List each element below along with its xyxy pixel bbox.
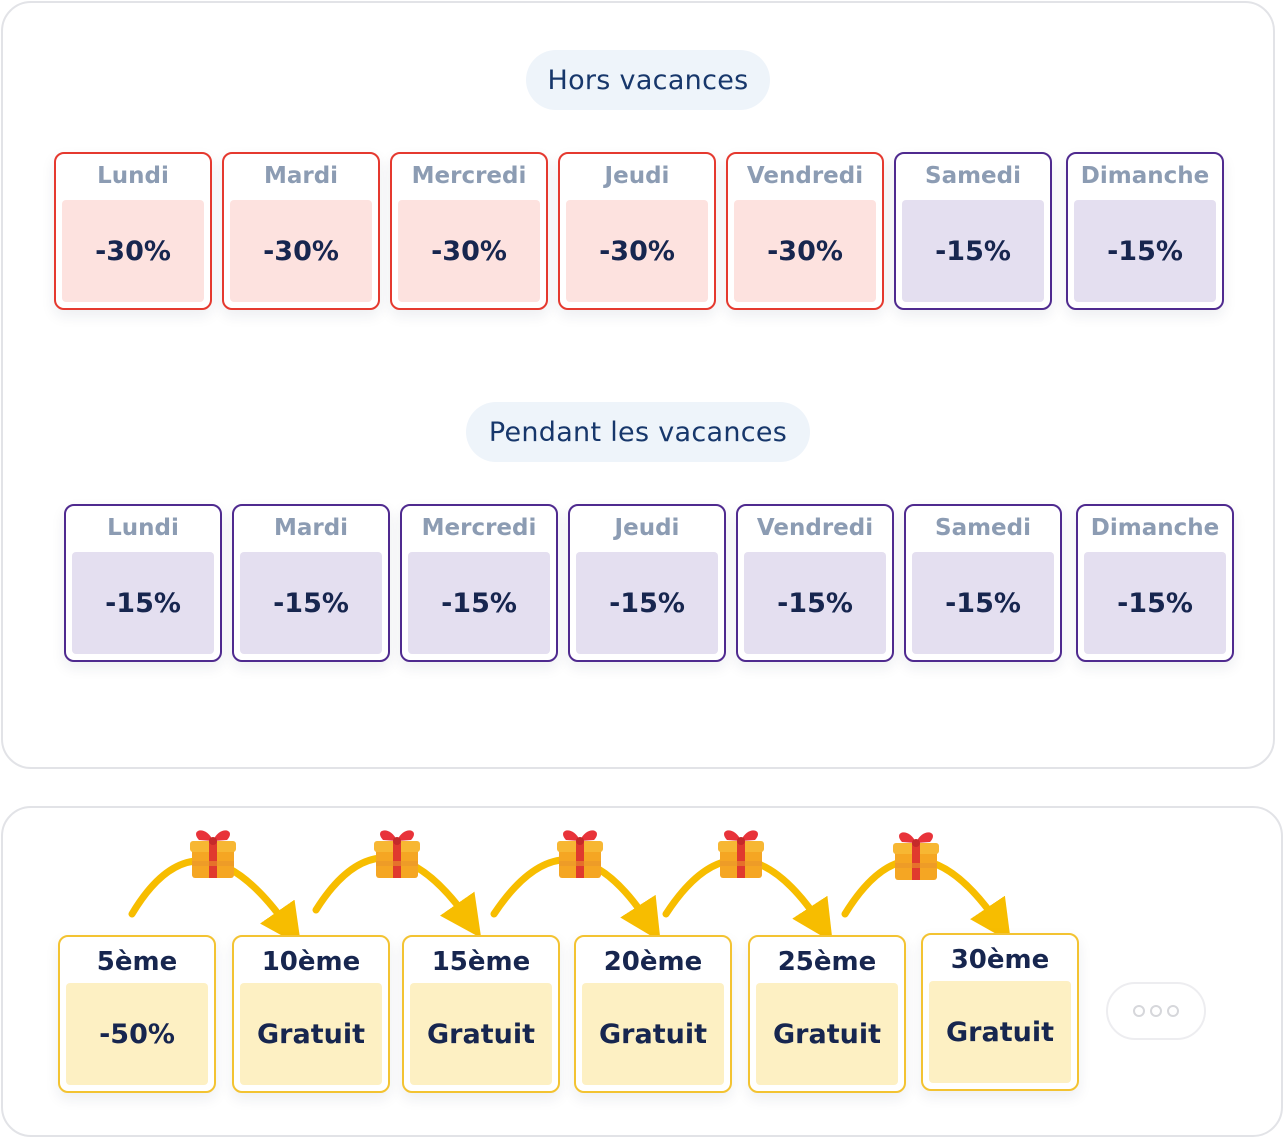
loyalty-step-20: 20ème Gratuit [574, 935, 732, 1093]
loyalty-step-30: 30ème Gratuit [921, 933, 1079, 1091]
step-reward: Gratuit [929, 981, 1071, 1083]
day-card-dimanche: Dimanche -15% [1066, 152, 1224, 310]
step-label: 30ème [950, 945, 1050, 975]
day-name: Dimanche [1080, 163, 1210, 189]
gift-icon [557, 830, 603, 878]
step-label: 15ème [431, 947, 531, 977]
day-card-samedi: Samedi -15% [904, 504, 1062, 662]
gift-icon [374, 830, 420, 878]
gift-icon [893, 832, 939, 880]
step-label: 20ème [603, 947, 703, 977]
loyalty-step-15: 15ème Gratuit [402, 935, 560, 1093]
holidays-title: Pendant les vacances [466, 402, 810, 462]
day-card-jeudi: Jeudi -30% [558, 152, 716, 310]
more-button[interactable] [1106, 982, 1206, 1040]
off-season-title: Hors vacances [526, 50, 770, 110]
day-name: Jeudi [604, 163, 670, 189]
day-name: Lundi [97, 163, 169, 189]
day-card-mardi: Mardi -30% [222, 152, 380, 310]
day-card-dimanche: Dimanche -15% [1076, 504, 1234, 662]
step-label: 10ème [261, 947, 361, 977]
day-discount: -30% [62, 200, 204, 302]
loyalty-step-25: 25ème Gratuit [748, 935, 906, 1093]
more-dots-icon [1167, 1005, 1179, 1017]
day-name: Lundi [107, 515, 179, 541]
day-discount: -15% [1074, 200, 1216, 302]
day-discount: -15% [744, 552, 886, 654]
step-reward: Gratuit [410, 983, 552, 1085]
step-reward: -50% [66, 983, 208, 1085]
day-discount: -30% [398, 200, 540, 302]
step-label: 25ème [777, 947, 877, 977]
day-discount: -15% [902, 200, 1044, 302]
day-discount: -15% [72, 552, 214, 654]
day-name: Vendredi [756, 515, 874, 541]
day-discount: -15% [576, 552, 718, 654]
day-name: Mardi [273, 515, 349, 541]
gift-icon [718, 830, 764, 878]
step-reward: Gratuit [582, 983, 724, 1085]
day-card-jeudi: Jeudi -15% [568, 504, 726, 662]
step-reward: Gratuit [240, 983, 382, 1085]
day-card-lundi: Lundi -30% [54, 152, 212, 310]
day-name: Vendredi [746, 163, 864, 189]
day-name: Dimanche [1090, 515, 1220, 541]
day-name: Mercredi [411, 163, 527, 189]
day-card-vendredi: Vendredi -30% [726, 152, 884, 310]
day-name: Jeudi [614, 515, 680, 541]
day-name: Mercredi [421, 515, 537, 541]
more-dots-icon [1150, 1005, 1162, 1017]
day-discount: -30% [230, 200, 372, 302]
day-card-mercredi: Mercredi -15% [400, 504, 558, 662]
day-discount: -15% [912, 552, 1054, 654]
gift-icon [190, 830, 236, 878]
day-name: Mardi [263, 163, 339, 189]
loyalty-step-5: 5ème -50% [58, 935, 216, 1093]
step-label: 5ème [96, 947, 178, 977]
day-discount: -15% [408, 552, 550, 654]
day-card-vendredi: Vendredi -15% [736, 504, 894, 662]
step-reward: Gratuit [756, 983, 898, 1085]
day-name: Samedi [935, 515, 1031, 541]
loyalty-step-10: 10ème Gratuit [232, 935, 390, 1093]
day-card-mardi: Mardi -15% [232, 504, 390, 662]
day-discount: -15% [240, 552, 382, 654]
day-discount: -30% [734, 200, 876, 302]
day-discount: -30% [566, 200, 708, 302]
day-name: Samedi [925, 163, 1021, 189]
day-discount: -15% [1084, 552, 1226, 654]
day-card-lundi: Lundi -15% [64, 504, 222, 662]
day-card-samedi: Samedi -15% [894, 152, 1052, 310]
more-dots-icon [1133, 1005, 1145, 1017]
day-card-mercredi: Mercredi -30% [390, 152, 548, 310]
